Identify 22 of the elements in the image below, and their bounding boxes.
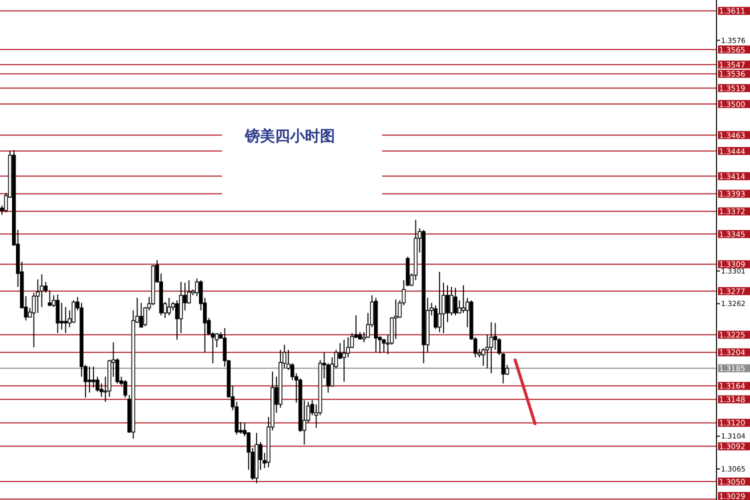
candlestick: [60, 302, 64, 330]
candlestick: [92, 366, 96, 388]
candlestick: [64, 306, 68, 334]
candlestick: [56, 294, 60, 334]
candlestick: [438, 271, 442, 333]
candlestick: [489, 322, 494, 374]
candlestick: [167, 297, 171, 316]
candlestick: [446, 284, 450, 323]
candlestick: [326, 362, 330, 394]
candlestick: [44, 281, 48, 294]
candlestick: [454, 287, 458, 316]
candlestick: [450, 286, 454, 316]
candlestick: [481, 348, 486, 366]
candlestick: [382, 338, 386, 353]
candlestick: [72, 300, 76, 324]
candlestick: [32, 292, 36, 348]
candlestick: [48, 290, 52, 307]
candlestick: [88, 366, 92, 394]
candlestick: [462, 284, 466, 314]
candlestick: [123, 380, 128, 398]
candlestick: [139, 302, 144, 328]
candlestick: [342, 339, 346, 382]
